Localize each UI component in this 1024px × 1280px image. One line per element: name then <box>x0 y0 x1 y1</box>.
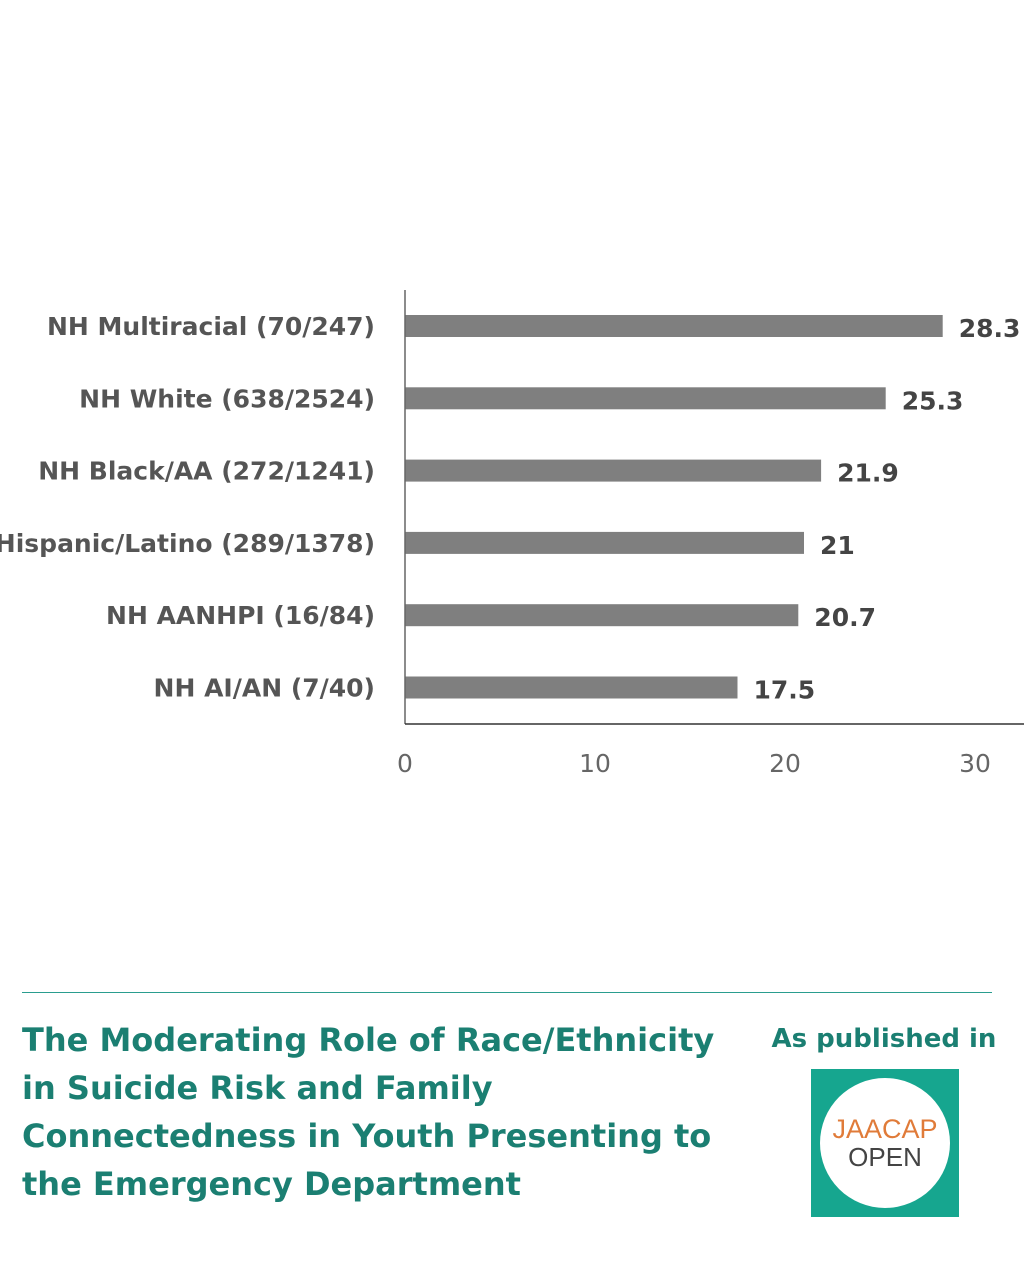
x-tick-label: 30 <box>959 749 991 778</box>
ticks-layer: 0 10 20 30 <box>397 749 991 778</box>
journal-logo: JAACAP OPEN <box>811 1069 959 1217</box>
x-tick-label: 20 <box>769 749 801 778</box>
footer-divider <box>22 992 992 993</box>
category-label: NH Multiracial (70/247) <box>47 312 375 341</box>
x-tick-label: 10 <box>579 749 611 778</box>
category-label: Hispanic/Latino (289/1378) <box>0 529 375 558</box>
bar <box>405 387 886 410</box>
value-label: 17.5 <box>754 676 816 705</box>
bar <box>405 315 943 337</box>
published-label: As published in <box>771 1024 997 1054</box>
logo-text-bottom: OPEN <box>848 1141 922 1172</box>
x-tick-label: 0 <box>397 749 413 778</box>
logo-text-top: JAACAP <box>832 1113 938 1144</box>
bar <box>405 459 822 482</box>
bar <box>405 676 738 699</box>
bar-chart: NH Multiracial (70/247) 28.3 NH White (638… <box>0 290 1024 778</box>
bar <box>405 531 804 554</box>
bars-layer <box>405 315 943 699</box>
category-label: NH Black/AA (272/1241) <box>38 457 375 486</box>
value-label: 20.7 <box>814 603 876 632</box>
logo-circle: JAACAP OPEN <box>820 1078 950 1208</box>
value-label: 25.3 <box>902 386 964 415</box>
bar <box>405 604 799 627</box>
category-label: NH White (638/2524) <box>79 384 375 413</box>
category-label: NH AANHPI (16/84) <box>106 601 375 630</box>
value-label: 21 <box>820 531 855 560</box>
article-title: The Moderating Role of Race/Ethnicity in… <box>22 1021 715 1203</box>
value-label: 28.3 <box>959 314 1021 343</box>
value-label: 21.9 <box>837 459 899 488</box>
labels-layer: NH Multiracial (70/247) 28.3 NH White (638… <box>0 312 1020 705</box>
category-label: NH AI/AN (7/40) <box>154 674 375 703</box>
